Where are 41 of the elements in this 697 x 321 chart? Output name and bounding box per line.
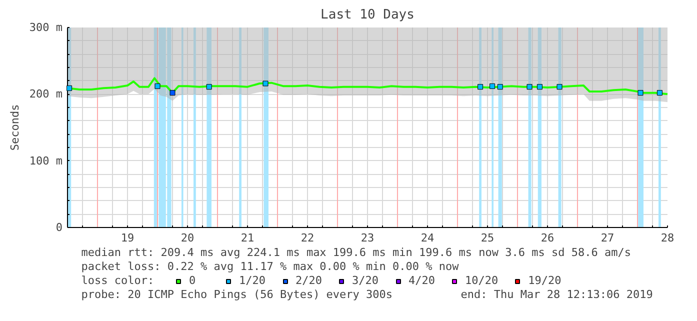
point (526, 84, 532, 90)
point (536, 84, 542, 90)
point (656, 90, 662, 96)
y-axis-title: Seconds (8, 104, 22, 151)
point (170, 90, 176, 96)
point (66, 85, 72, 91)
x-tick-label: 26 (540, 232, 554, 244)
x-tick-label: 23 (360, 232, 374, 244)
point (497, 84, 503, 90)
legend-label: 2/20 (296, 274, 322, 287)
point (556, 84, 562, 90)
point (206, 84, 212, 90)
legend-label: 3/20 (352, 274, 378, 287)
x-tick-label: 21 (240, 232, 254, 244)
point (478, 84, 484, 90)
legend-label: 19/20 (528, 274, 562, 287)
legend-label: 10/20 (465, 274, 498, 287)
chart-title: Last 10 Days (320, 8, 414, 22)
point (638, 90, 644, 96)
point (262, 80, 268, 86)
x-tick-label: 22 (300, 232, 314, 244)
x-tick-label: 24 (420, 232, 434, 244)
y-tick-label: 0 (56, 221, 62, 234)
x-tick-label: 20 (180, 232, 194, 244)
y-tick-label: 200 m (29, 88, 63, 101)
x-tick-label: 28 (660, 232, 674, 244)
x-tick-label: 27 (600, 232, 614, 244)
legend-title: loss color: (81, 274, 154, 287)
y-tick-label: 300 m (29, 21, 63, 34)
y-tick-label: 100 m (29, 154, 63, 168)
text: median rtt: 209.4 ms avg 224.1 ms max 199.6 ms min 199.6 ms now 3.6 ms sd 58.6 am/s (81, 246, 631, 259)
legend-label: 1/20 (239, 274, 266, 287)
text: end: Thu Mar 28 12:13:06 2019 (460, 288, 653, 301)
legend-label: 0 (189, 274, 197, 287)
x-tick-label: 19 (120, 232, 134, 244)
point (490, 83, 496, 89)
x-tick-label: 25 (480, 232, 494, 244)
text: probe: 20 ICMP Echo Pings (56 Bytes) every 300s (81, 288, 393, 301)
legend-label: 4/20 (408, 274, 435, 287)
point (154, 83, 160, 89)
text: packet loss: 0.22 % avg 11.17 % max 0.00 % min 0.00 % now (81, 260, 460, 273)
